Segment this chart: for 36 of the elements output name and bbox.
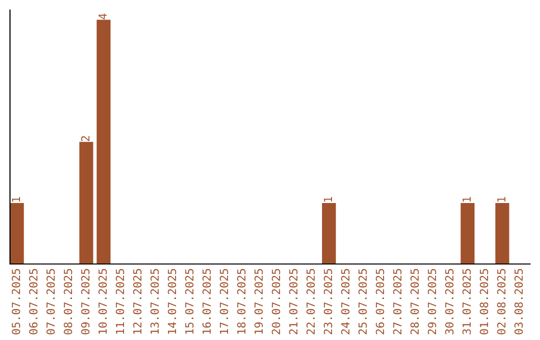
- x-tick-label: 23.07.2025: [324, 269, 332, 334]
- x-tick-label: 29.07.2025: [428, 269, 436, 334]
- x-tick-label: 09.07.2025: [81, 269, 90, 334]
- x-tick-label: 27.07.2025: [393, 269, 402, 334]
- x-tick-label: 20.07.2025: [272, 269, 280, 334]
- x-tick-label: 03.08.2025: [514, 269, 523, 334]
- x-tick-label: 21.07.2025: [289, 269, 298, 334]
- x-tick-label: 18.07.2025: [237, 269, 246, 334]
- x-tick-label: 31.07.2025: [462, 269, 471, 334]
- x-tick-label: 28.07.2025: [410, 269, 419, 334]
- x-tick-label: 15.07.2025: [185, 269, 194, 334]
- x-tick-label: 05.07.2025: [12, 269, 20, 334]
- data-label: 1: [462, 197, 471, 202]
- x-tick-label: 14.07.2025: [168, 269, 176, 334]
- x-tick-label: 13.07.2025: [150, 269, 159, 334]
- x-tick-label: 22.07.2025: [306, 269, 315, 334]
- x-tick-label: 25.07.2025: [358, 269, 367, 334]
- data-label: 4: [98, 14, 107, 20]
- data-label: 1: [12, 197, 20, 202]
- x-tick-label: 10.07.2025: [98, 269, 107, 334]
- x-tick-label: 26.07.2025: [376, 269, 384, 334]
- x-tick-label: 11.07.2025: [116, 269, 124, 334]
- x-tick-label: 19.07.2025: [254, 269, 263, 334]
- data-label: 1: [324, 197, 332, 202]
- x-tick-label: 16.07.2025: [202, 269, 211, 334]
- x-tick-label: 24.07.2025: [341, 269, 350, 334]
- x-tick-label: 01.08.2025: [480, 269, 488, 334]
- x-tick-label: 08.07.2025: [64, 269, 72, 334]
- x-tick-label: 12.07.2025: [133, 269, 142, 334]
- x-tick-label: 06.07.2025: [29, 269, 38, 334]
- data-label: 2: [81, 136, 90, 142]
- data-label: 1: [497, 197, 506, 202]
- x-tick-label: 02.08.2025: [497, 269, 506, 334]
- x-tick-label: 30.07.2025: [445, 269, 454, 334]
- x-tick-label: 17.07.2025: [220, 269, 228, 334]
- x-tick-label: 07.07.2025: [46, 269, 55, 334]
